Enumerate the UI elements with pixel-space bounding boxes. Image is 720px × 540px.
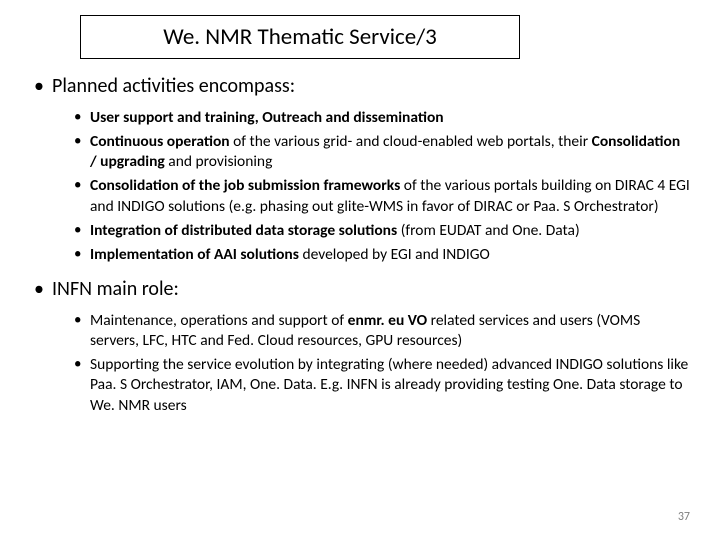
section-2-items: Maintenance, operations and support of e… [52, 311, 690, 416]
bullet-item: Supporting the service evolution by inte… [72, 355, 690, 415]
text: (from EUDAT and One. Data) [397, 221, 579, 240]
section-1: Planned activities encompass: User suppo… [30, 74, 690, 265]
top-list: Planned activities encompass: User suppo… [30, 74, 690, 416]
section-1-items: User support and training, Outreach and … [52, 108, 690, 265]
text-bold: Continuous operation [90, 132, 230, 151]
bullet-item: Maintenance, operations and support of e… [72, 311, 690, 351]
slide-content: Planned activities encompass: User suppo… [30, 74, 690, 424]
text: Maintenance, operations and support of [90, 311, 348, 330]
slide-title: We. NMR Thematic Service/3 [163, 23, 437, 51]
text-bold: User support and training, Outreach and … [90, 108, 444, 127]
text: of the various grid- and cloud-enabled w… [230, 132, 592, 151]
text: developed by EGI and INDIGO [299, 245, 490, 264]
text-bold: Integration of distributed data storage … [90, 221, 397, 240]
bullet-item: User support and training, Outreach and … [72, 108, 690, 128]
text-bold: enmr. eu VO [348, 311, 428, 330]
text: Supporting the service evolution by inte… [90, 355, 688, 414]
section-2: INFN main role: Maintenance, operations … [30, 277, 690, 416]
bullet-item: Integration of distributed data storage … [72, 221, 690, 241]
bullet-item: Implementation of AAI solutions develope… [72, 245, 690, 265]
bullet-item: Continuous operation of the various grid… [72, 132, 690, 172]
text-bold: Consolidation of the job submission fram… [90, 176, 400, 195]
text: and provisioning [168, 152, 272, 171]
text-bold: Implementation of AAI solutions [90, 245, 299, 264]
page-number: 37 [678, 510, 690, 524]
title-box: We. NMR Thematic Service/3 [80, 15, 520, 59]
bullet-item: Consolidation of the job submission fram… [72, 176, 690, 216]
section-2-heading: INFN main role: [52, 277, 179, 301]
section-1-heading: Planned activities encompass: [52, 74, 295, 98]
